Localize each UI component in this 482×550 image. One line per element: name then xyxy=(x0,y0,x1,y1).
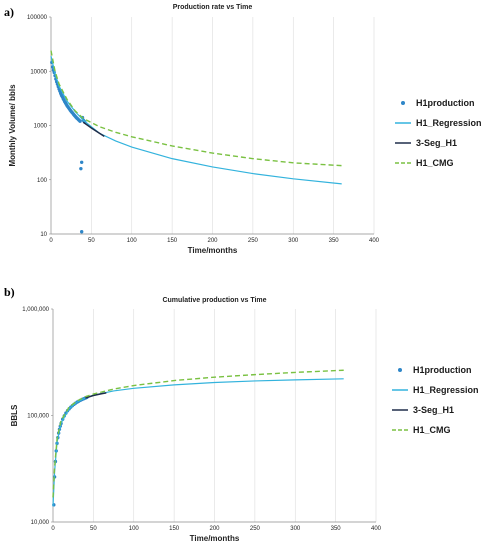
x-tick-label: 200 xyxy=(207,238,218,244)
line-h1-cmg xyxy=(50,50,342,167)
x-tick-label: 200 xyxy=(209,526,220,532)
chart-title: Production rate vs Time xyxy=(173,4,253,11)
x-axis-title: Time/months xyxy=(188,246,238,255)
point-h1production xyxy=(79,160,84,164)
x-tick-label: 150 xyxy=(169,526,180,532)
x-tick-label: 250 xyxy=(248,238,259,244)
x-tick-label: 400 xyxy=(369,238,380,244)
x-tick-label: 400 xyxy=(371,526,382,532)
x-tick-label: 100 xyxy=(127,238,138,244)
x-tick-label: 350 xyxy=(331,526,342,532)
y-tick-label: 10 xyxy=(40,232,47,238)
y-tick-label: 1000 xyxy=(34,124,48,130)
point-h1production xyxy=(79,166,83,171)
line-3-seg-h1 xyxy=(82,121,105,138)
legend-label-h1-cmg: H1_CMG xyxy=(413,425,451,435)
y-axis-title: Monthly Volume/ bbls xyxy=(8,84,17,167)
x-tick-label: 50 xyxy=(90,526,97,532)
legend-label-h1-regression: H1_Regression xyxy=(416,118,482,128)
x-tick-label: 0 xyxy=(51,526,55,532)
x-tick-label: 350 xyxy=(329,238,340,244)
x-tick-label: 250 xyxy=(250,526,261,532)
x-tick-label: 50 xyxy=(88,238,95,244)
legend-marker-h1production xyxy=(398,368,402,372)
y-axis-title: BBLS xyxy=(10,404,19,426)
x-tick-label: 0 xyxy=(49,238,53,244)
chart-title: Cumulative production vs Time xyxy=(162,297,266,304)
y-tick-label: 100 xyxy=(37,178,48,184)
legend-label-3-seg-h1: 3-Seg_H1 xyxy=(416,138,457,148)
line-h1-cmg xyxy=(52,369,344,498)
line-h1-regression xyxy=(52,378,344,507)
legend-label-h1production: H1production xyxy=(416,98,475,108)
panel-label-b: b) xyxy=(4,285,15,299)
y-tick-label: 10000 xyxy=(30,69,47,75)
legend-label-h1production: H1production xyxy=(413,365,472,375)
x-tick-label: 300 xyxy=(290,526,301,532)
legend-marker-h1production xyxy=(401,101,405,105)
panel-label-a: a) xyxy=(4,5,14,19)
y-tick-label: 10,000 xyxy=(31,520,50,526)
legend-label-3-seg-h1: 3-Seg_H1 xyxy=(413,405,454,415)
line-h1-regression xyxy=(50,55,342,185)
x-tick-label: 300 xyxy=(288,238,299,244)
y-tick-label: 100,000 xyxy=(27,414,49,420)
x-axis-title: Time/months xyxy=(190,534,240,543)
x-tick-label: 150 xyxy=(167,238,178,244)
y-tick-label: 1,000,000 xyxy=(22,307,49,313)
cumulative-production-chart: 0 50 100 150 200 250 300 350 400 10,000 100,000 1,0… xyxy=(10,297,479,543)
production-rate-chart: 0 50 100 150 200 250 300 350 400 10 100 1000 10000 10… xyxy=(8,4,482,255)
y-tick-label: 100000 xyxy=(27,15,48,21)
point-h1production xyxy=(79,230,84,234)
line-3-seg-h1 xyxy=(85,392,107,399)
legend-label-h1-regression: H1_Regression xyxy=(413,385,479,395)
x-tick-label: 100 xyxy=(129,526,140,532)
legend-label-h1-cmg: H1_CMG xyxy=(416,158,454,168)
point-h1production xyxy=(78,119,82,123)
